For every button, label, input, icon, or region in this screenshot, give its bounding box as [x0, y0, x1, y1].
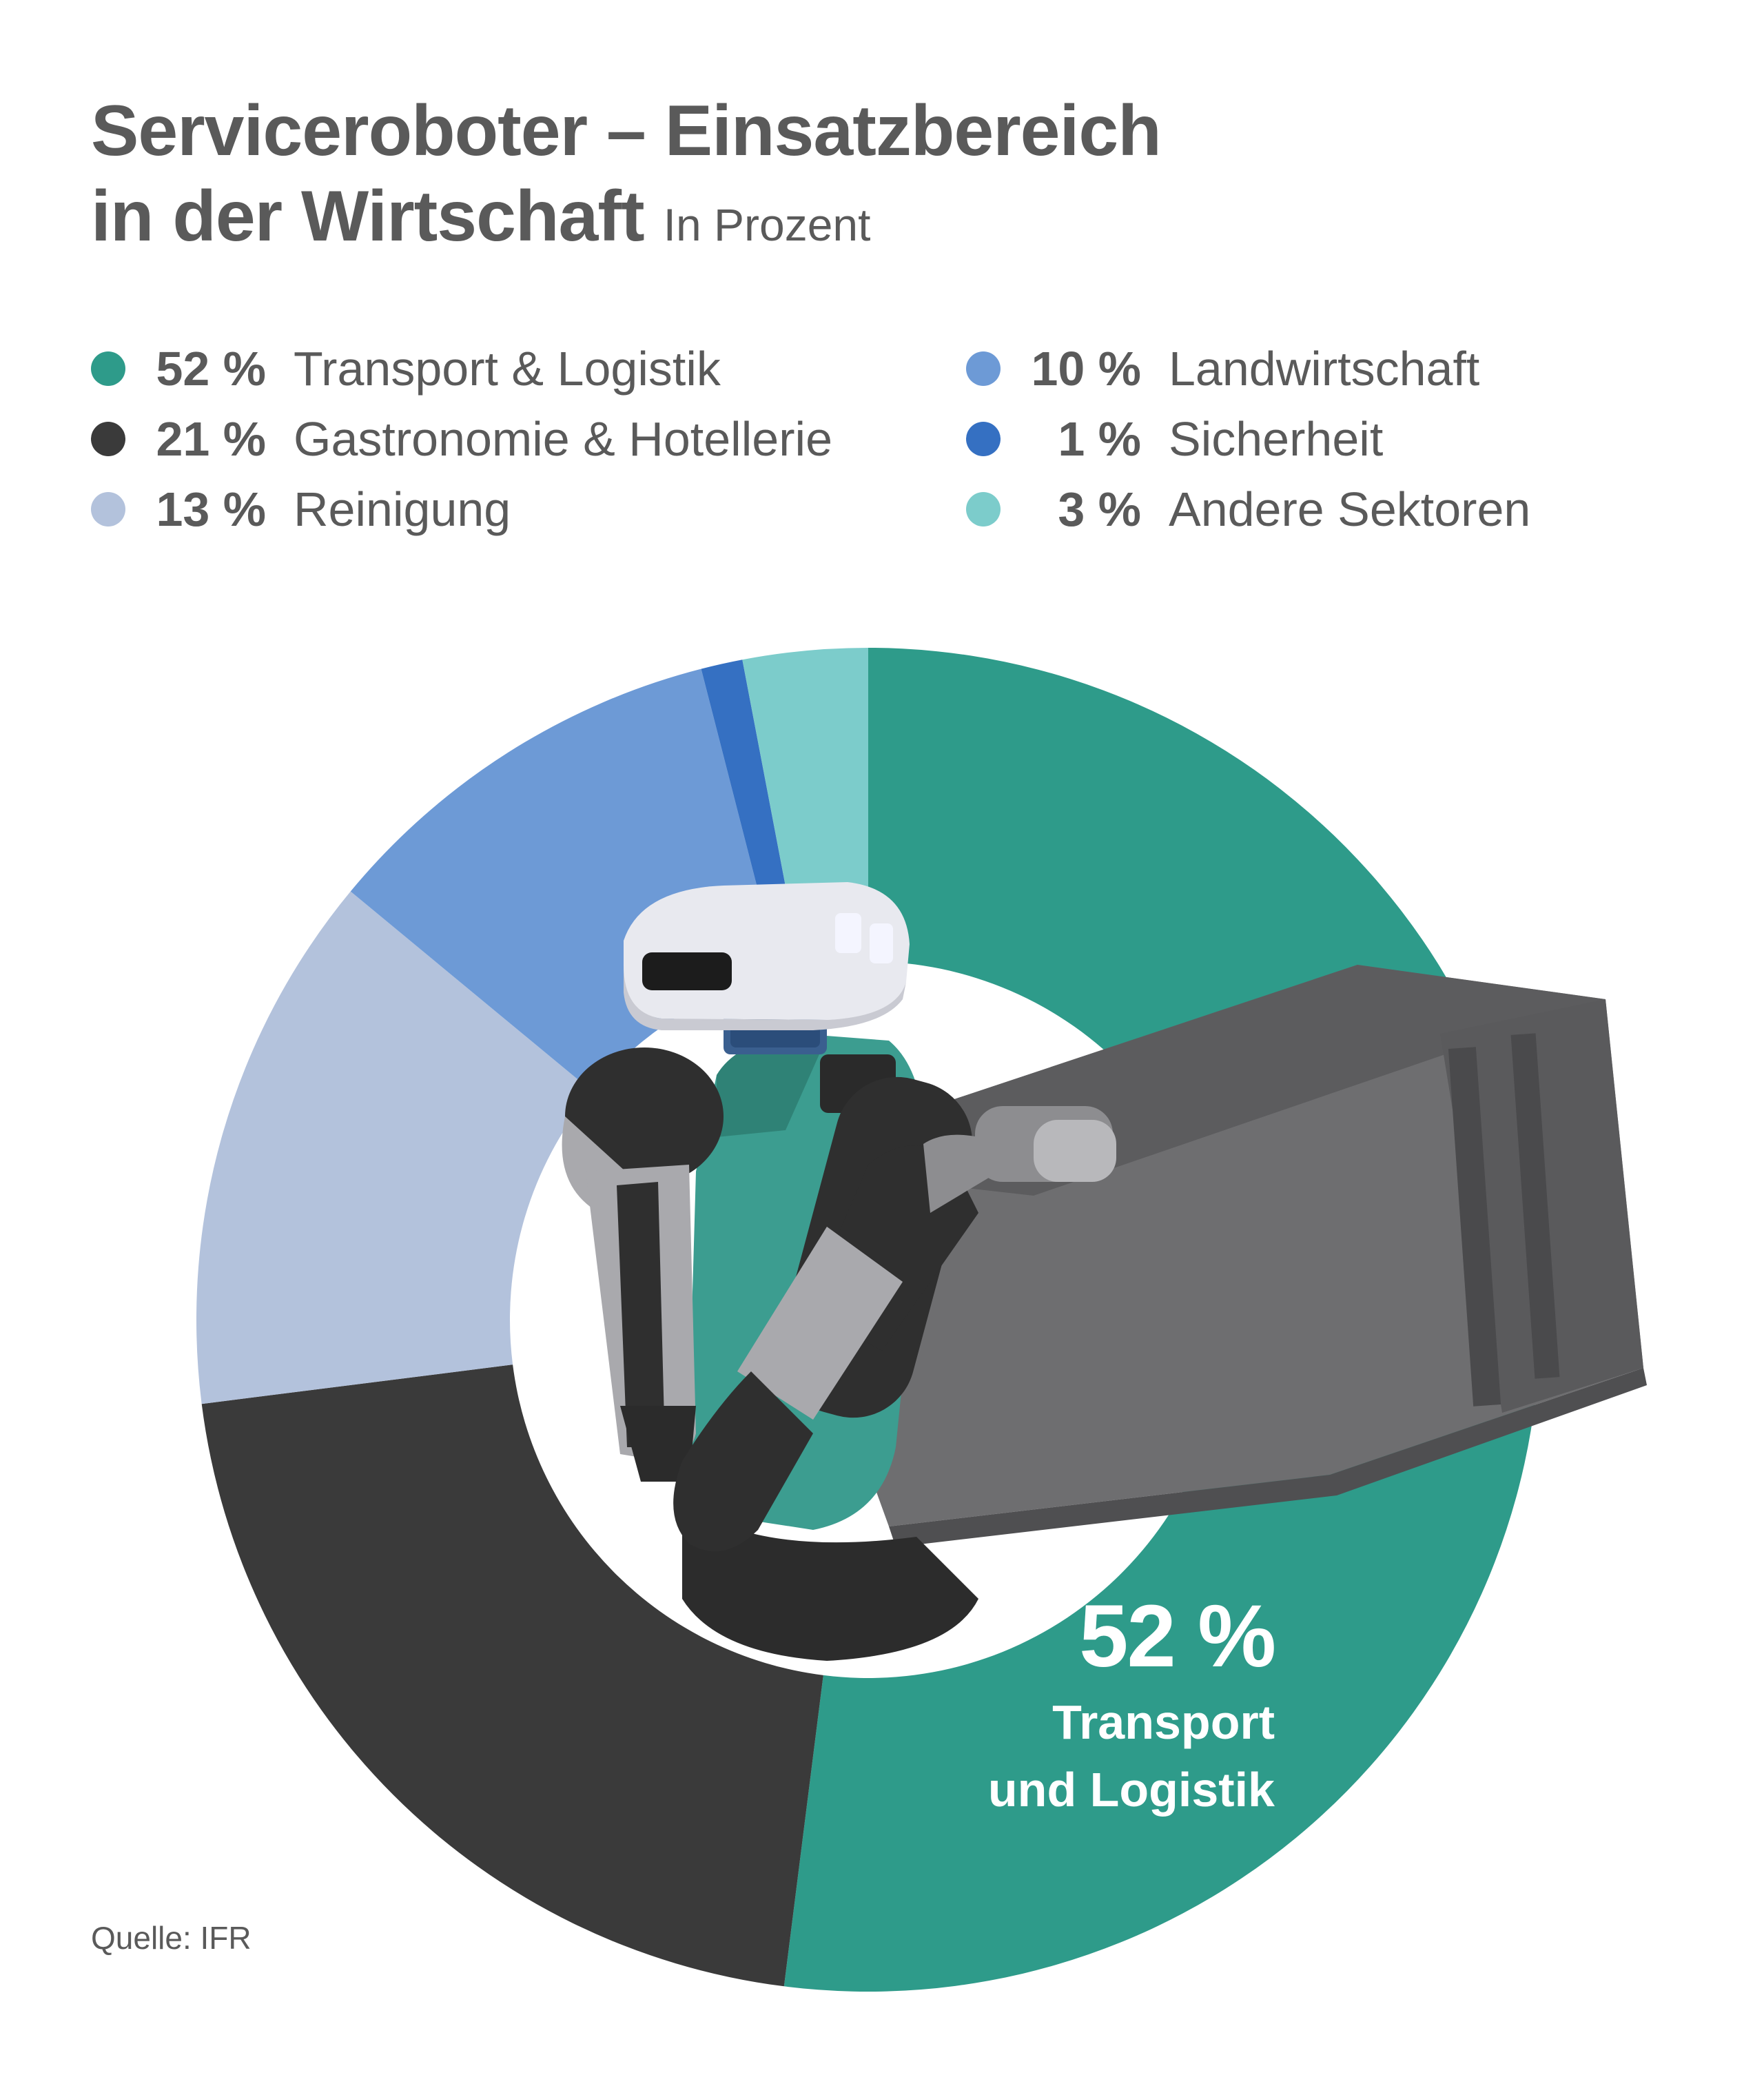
title-line-2-text: in der Wirtschaft [91, 176, 645, 256]
highlight-callout: 52 % Transport und Logistik [987, 1585, 1276, 1823]
legend-percent: 1 % [1058, 412, 1141, 466]
chart-title: Serviceroboter – Einsatzbereich in der W… [91, 88, 1162, 267]
robot-head [624, 882, 910, 1054]
callout-label-line-2: und Logistik [987, 1763, 1275, 1817]
legend-label: Gastronomie & Hotellerie [294, 412, 832, 466]
legend-label: Reinigung [294, 482, 511, 536]
robot-right-arm [673, 1134, 999, 1552]
legend-swatch [966, 422, 1001, 456]
donut-slice-reinigung [196, 891, 593, 1404]
legend-swatch [91, 422, 125, 456]
legend-percent: 10 % [1031, 342, 1141, 396]
legend-item: 10 % Landwirtschaft [966, 334, 1479, 403]
legend-percent: 3 % [1058, 482, 1141, 536]
legend-item: 21 % Gastronomie & Hotellerie [91, 405, 832, 473]
title-unit: In Prozent [663, 199, 871, 250]
legend-swatch [91, 492, 125, 527]
legend-swatch [966, 492, 1001, 527]
legend-swatch [91, 351, 125, 386]
legend-label: Andere Sektoren [1169, 482, 1531, 536]
source-note: Quelle: IFR [91, 1920, 252, 1956]
donut-slice-gastronomie-hotellerie [201, 1364, 823, 1987]
callout-percent: 52 % [1079, 1587, 1276, 1686]
title-line-1: Serviceroboter – Einsatzbereich [91, 91, 1162, 171]
legend-percent: 21 % [156, 412, 266, 466]
legend-label: Landwirtschaft [1169, 342, 1480, 396]
robot-carrying-crate-image [562, 882, 1647, 1661]
legend-item: 13 % Reinigung [91, 475, 511, 544]
callout-label-line-1: Transport [1052, 1695, 1275, 1749]
legend: 52 % Transport & Logistik 21 % Gastronomie … [91, 334, 1676, 562]
title-line-2: in der Wirtschaft In Prozent [91, 174, 1161, 267]
legend-item: 3 % Andere Sektoren [966, 475, 1530, 544]
legend-item: 52 % Transport & Logistik [91, 334, 721, 403]
legend-label: Transport & Logistik [294, 342, 721, 396]
legend-swatch [966, 351, 1001, 386]
legend-percent: 13 % [156, 482, 266, 536]
legend-label: Sicherheit [1169, 412, 1384, 466]
legend-percent: 52 % [156, 342, 266, 396]
legend-item: 1 % Sicherheit [966, 405, 1383, 473]
